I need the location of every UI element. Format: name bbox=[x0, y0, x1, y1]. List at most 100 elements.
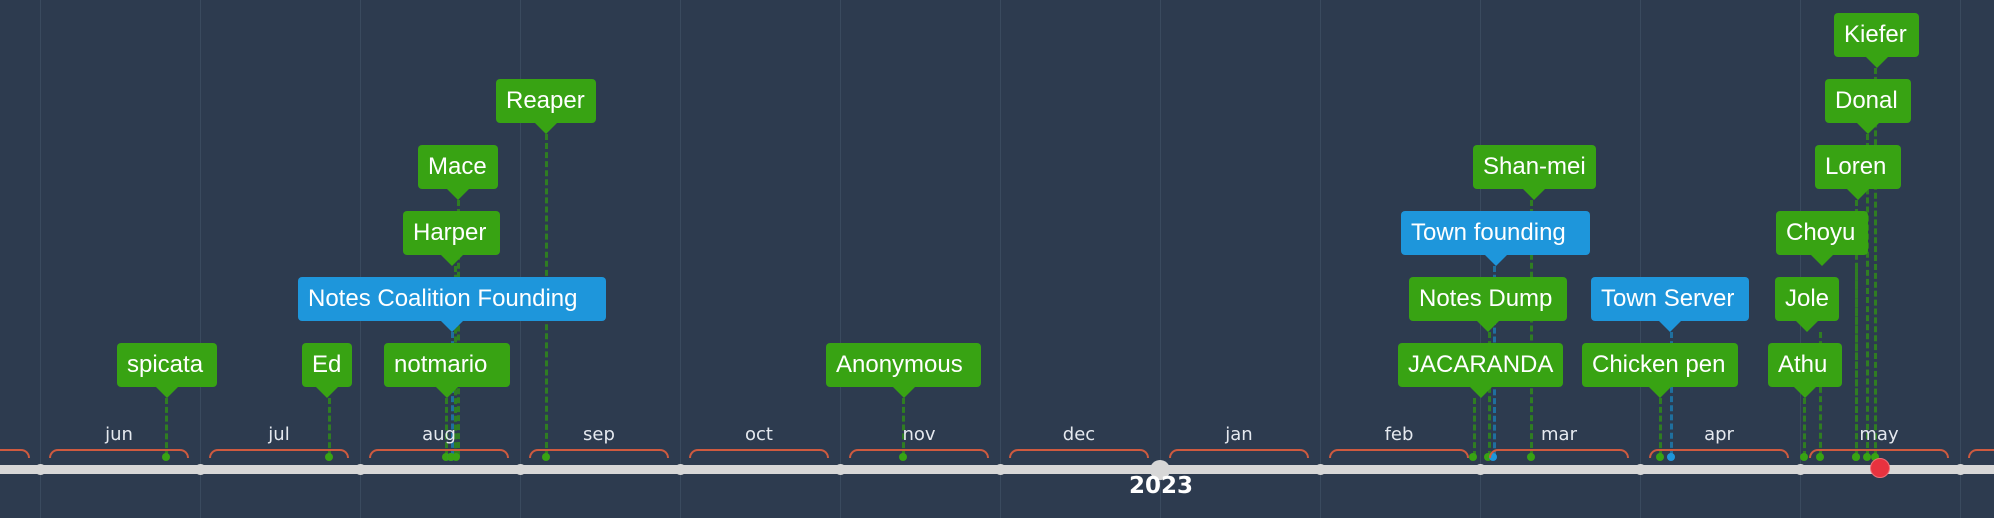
event-card-donal[interactable]: Donal bbox=[1825, 79, 1911, 134]
event-card-kiefer[interactable]: Kiefer bbox=[1834, 13, 1919, 68]
month-gridline bbox=[1000, 0, 1001, 518]
axis-tick bbox=[835, 464, 846, 475]
event-stem-athu bbox=[1803, 398, 1806, 457]
event-stem-jole bbox=[1819, 332, 1822, 457]
axis-tick bbox=[1475, 464, 1486, 475]
event-card-notes-coalition-founding[interactable]: Notes Coalition Founding bbox=[298, 277, 606, 332]
month-gridline bbox=[520, 0, 521, 518]
month-gridline bbox=[1160, 0, 1161, 518]
event-stem-ed bbox=[328, 398, 331, 457]
month-label-feb: feb bbox=[1384, 424, 1414, 445]
event-dot-loren bbox=[1852, 453, 1860, 461]
event-dot-ed bbox=[325, 453, 333, 461]
month-label-aug: aug bbox=[422, 424, 456, 445]
event-stem-jacaranda bbox=[1473, 398, 1476, 457]
axis-tick bbox=[1955, 464, 1966, 475]
month-bracket-apr bbox=[1649, 449, 1789, 458]
month-bracket-edge bbox=[0, 449, 30, 458]
month-label-sep: sep bbox=[583, 424, 615, 445]
event-dot-shan-mei bbox=[1527, 453, 1535, 461]
event-card-town-server[interactable]: Town Server bbox=[1591, 277, 1749, 332]
event-dot-mace bbox=[452, 453, 460, 461]
event-stem-chicken-pen bbox=[1659, 398, 1662, 457]
month-bracket-sep bbox=[529, 449, 669, 458]
axis-tick bbox=[195, 464, 206, 475]
event-stem-loren bbox=[1855, 200, 1858, 457]
month-bracket-oct bbox=[689, 449, 829, 458]
month-bracket-may bbox=[1809, 449, 1949, 458]
event-stem-anonymous bbox=[902, 398, 905, 457]
axis-tick bbox=[515, 464, 526, 475]
event-card-notes-dump[interactable]: Notes Dump bbox=[1409, 277, 1567, 332]
month-bracket-nov bbox=[849, 449, 989, 458]
current-date-marker[interactable] bbox=[1870, 458, 1890, 478]
axis-tick bbox=[675, 464, 686, 475]
month-label-apr: apr bbox=[1704, 424, 1734, 445]
event-card-choyu[interactable]: Choyu bbox=[1776, 211, 1868, 266]
month-bracket-jan bbox=[1169, 449, 1309, 458]
month-gridline bbox=[1320, 0, 1321, 518]
event-card-harper[interactable]: Harper bbox=[403, 211, 500, 266]
axis-tick bbox=[1795, 464, 1806, 475]
event-dot-jole bbox=[1816, 453, 1824, 461]
event-stem-notmario bbox=[445, 398, 448, 457]
event-card-spicata[interactable]: spicata bbox=[117, 343, 217, 398]
event-card-ed[interactable]: Ed bbox=[302, 343, 352, 398]
month-bracket-edge bbox=[1968, 449, 1994, 458]
month-label-mar: mar bbox=[1541, 424, 1577, 445]
event-card-notmario[interactable]: notmario bbox=[384, 343, 510, 398]
month-label-may: may bbox=[1859, 424, 1899, 445]
event-stem-donal bbox=[1866, 134, 1869, 457]
month-label-jul: jul bbox=[268, 424, 290, 445]
event-card-shan-mei[interactable]: Shan-mei bbox=[1473, 145, 1596, 200]
month-gridline bbox=[1480, 0, 1481, 518]
month-bracket-jul bbox=[209, 449, 349, 458]
event-stem-shan-mei bbox=[1530, 200, 1533, 457]
month-gridline bbox=[1640, 0, 1641, 518]
axis-tick bbox=[1635, 464, 1646, 475]
event-card-athu[interactable]: Athu bbox=[1768, 343, 1842, 398]
event-dot-notmario bbox=[442, 453, 450, 461]
event-card-mace[interactable]: Mace bbox=[418, 145, 498, 200]
axis-tick bbox=[355, 464, 366, 475]
event-dot-town-server bbox=[1667, 453, 1675, 461]
event-card-loren[interactable]: Loren bbox=[1815, 145, 1901, 200]
event-dot-chicken-pen bbox=[1656, 453, 1664, 461]
axis-tick bbox=[1315, 464, 1326, 475]
event-dot-athu bbox=[1800, 453, 1808, 461]
month-gridline bbox=[360, 0, 361, 518]
month-bracket-mar bbox=[1489, 449, 1629, 458]
month-bracket-feb bbox=[1329, 449, 1469, 458]
event-dot-notes-dump bbox=[1484, 453, 1492, 461]
month-bracket-jun bbox=[49, 449, 189, 458]
event-card-jacaranda[interactable]: JACARANDA bbox=[1398, 343, 1564, 398]
month-label-dec: dec bbox=[1062, 424, 1096, 445]
event-stem-kiefer bbox=[1874, 68, 1877, 457]
month-gridline bbox=[40, 0, 41, 518]
event-stem-spicata bbox=[165, 398, 168, 457]
month-label-nov: nov bbox=[902, 424, 936, 445]
event-dot-harper bbox=[447, 453, 455, 461]
year-tick bbox=[1150, 460, 1170, 480]
event-card-chicken-pen[interactable]: Chicken pen bbox=[1582, 343, 1738, 398]
month-gridline bbox=[1800, 0, 1801, 518]
axis-tick bbox=[35, 464, 46, 475]
month-gridline bbox=[680, 0, 681, 518]
month-gridline bbox=[1960, 0, 1961, 518]
event-card-jole[interactable]: Jole bbox=[1775, 277, 1840, 332]
event-dot-jacaranda bbox=[1469, 453, 1477, 461]
year-label: 2023 bbox=[1128, 473, 1193, 499]
event-dot-spicata bbox=[162, 453, 170, 461]
event-card-reaper[interactable]: Reaper bbox=[496, 79, 596, 134]
event-card-town-founding[interactable]: Town founding bbox=[1401, 211, 1590, 266]
event-dot-kiefer bbox=[1871, 453, 1879, 461]
month-gridline bbox=[840, 0, 841, 518]
event-dot-anonymous bbox=[899, 453, 907, 461]
month-bracket-dec bbox=[1009, 449, 1149, 458]
event-card-anonymous[interactable]: Anonymous bbox=[826, 343, 981, 398]
month-label-oct: oct bbox=[745, 424, 773, 445]
axis-tick bbox=[995, 464, 1006, 475]
event-dot-donal bbox=[1863, 453, 1871, 461]
month-label-jan: jan bbox=[1225, 424, 1253, 445]
